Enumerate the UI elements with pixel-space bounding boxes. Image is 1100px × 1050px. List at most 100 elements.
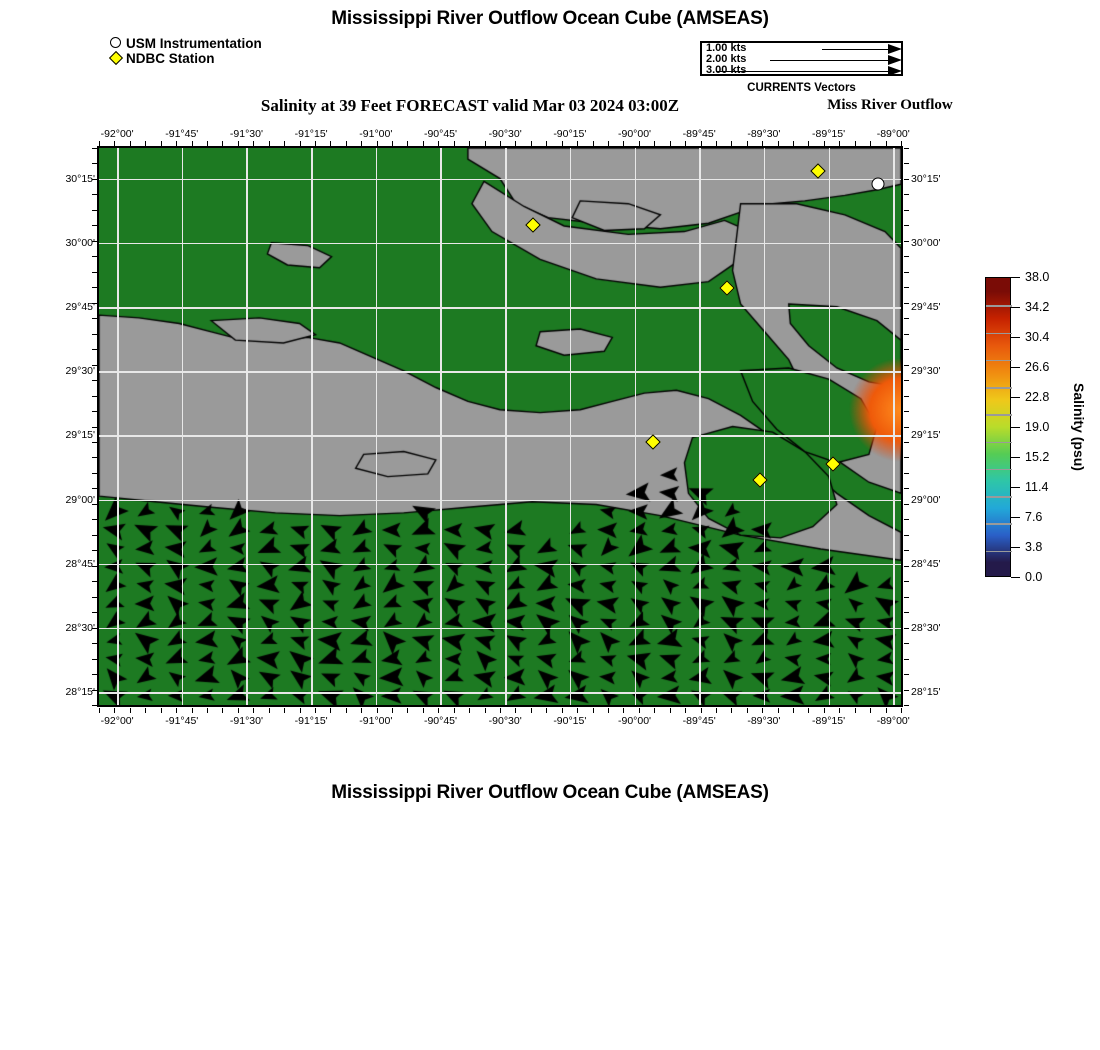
axis-minor-tick — [904, 349, 909, 351]
colorbar-tick-label: 0.0 — [1025, 570, 1043, 584]
axis-minor-tick — [299, 708, 301, 713]
axis-minor-tick — [904, 565, 909, 567]
colorbar-separator — [986, 414, 1012, 416]
vector-shaft — [770, 59, 888, 61]
axis-minor-tick — [345, 708, 347, 713]
x-axis-tick-label: -91°00' — [359, 715, 393, 727]
circle-marker-icon — [108, 36, 126, 51]
axis-minor-tick — [904, 689, 909, 691]
x-axis-tick-label: -89°15' — [812, 128, 846, 140]
y-axis-tick-label: 30°15' — [911, 172, 941, 185]
axis-minor-tick — [854, 708, 856, 713]
x-axis-tick-label: -90°45' — [423, 128, 458, 140]
x-axis-tick-label: -91°30' — [229, 128, 263, 140]
y-axis-tick-label: 29°30' — [911, 365, 941, 378]
axis-minor-tick — [577, 708, 579, 713]
y-axis-tick-label: 28°30' — [65, 621, 95, 634]
footer-title: Mississippi River Outflow Ocean Cube (AM… — [331, 782, 769, 803]
x-axis-tick-label: -90°30' — [488, 128, 522, 140]
vector-scale-row: 2.00 kts — [702, 53, 905, 66]
usm-station-marker[interactable] — [871, 177, 885, 191]
axis-minor-tick — [777, 708, 779, 713]
legend-label-usm: USM Instrumentation — [126, 36, 262, 51]
axis-minor-tick — [500, 708, 501, 713]
axis-minor-tick — [330, 708, 332, 713]
legend-item-usm: USM Instrumentation — [108, 36, 262, 51]
colorbar-tick-label: 19.0 — [1025, 420, 1050, 434]
currents-vectors-caption: CURRENTS Vectors — [747, 82, 856, 94]
y-axis-tick-label: 28°15' — [911, 686, 941, 699]
axis-minor-tick — [904, 658, 909, 660]
vector-arrowhead-icon — [888, 44, 902, 54]
colorbar-separator — [986, 305, 1012, 307]
x-axis-tick-label: -90°00' — [617, 715, 652, 727]
axis-minor-tick — [546, 708, 548, 713]
x-axis-tick-label: -91°45' — [165, 128, 199, 140]
gridline-vertical — [440, 148, 442, 705]
axis-minor-tick — [904, 596, 909, 598]
axis-minor-tick — [206, 708, 208, 713]
axis-minor-tick — [469, 708, 471, 713]
colorbar-gradient — [985, 277, 1012, 577]
colorbar-tick — [1011, 337, 1020, 339]
x-axis-tick-label: -89°45' — [682, 715, 716, 727]
axis-minor-tick — [904, 426, 909, 428]
colorbar-tick-label: 7.6 — [1025, 510, 1043, 524]
y-axis-tick-label: 30°15' — [65, 172, 95, 185]
axis-minor-tick — [839, 708, 841, 713]
x-axis-tick-label: -91°15' — [294, 128, 328, 140]
x-axis-tick-label: -90°45' — [423, 715, 458, 727]
axis-minor-tick — [904, 534, 909, 536]
axis-minor-tick — [669, 708, 671, 713]
axis-minor-tick — [904, 364, 909, 366]
map-plot-area[interactable] — [97, 146, 903, 707]
axis-minor-tick — [129, 708, 131, 713]
x-axis-tick-label: -89°30' — [747, 128, 781, 140]
y-axis-tick-label: 29°45' — [65, 301, 95, 314]
y-axis-tick-label: 30°00' — [911, 236, 941, 249]
axis-minor-tick — [237, 708, 239, 713]
salinity-field-canvas — [99, 148, 901, 705]
axis-minor-tick — [222, 708, 224, 713]
x-axis-tick-label: -91°45' — [165, 715, 199, 727]
gridline-vertical — [634, 148, 636, 705]
gridline-horizontal — [99, 178, 901, 181]
colorbar-separator — [986, 496, 1012, 498]
gridline-vertical — [763, 148, 766, 705]
vector-scale-label: 2.00 kts — [706, 53, 747, 65]
axis-minor-tick — [901, 708, 902, 713]
x-axis-tick-label: -91°15' — [294, 715, 328, 727]
gridline-vertical — [246, 148, 248, 705]
axis-minor-tick — [904, 457, 909, 459]
colorbar-tick-label: 22.8 — [1025, 390, 1050, 404]
axis-minor-tick — [314, 708, 316, 713]
x-axis-tick-label: -92°00' — [100, 715, 134, 727]
axis-minor-tick — [904, 395, 909, 397]
axis-minor-tick — [823, 708, 825, 713]
colorbar-tick — [1011, 577, 1020, 579]
colorbar-tick — [1011, 397, 1020, 399]
axis-minor-tick — [904, 612, 909, 614]
axis-minor-tick — [700, 708, 702, 713]
axis-minor-tick — [715, 708, 717, 713]
axis-minor-tick — [191, 708, 193, 713]
y-axis-tick-label: 30°00' — [65, 236, 95, 249]
colorbar-tick — [1011, 427, 1020, 429]
axis-minor-tick — [904, 643, 909, 645]
legend-item-ndbc: NDBC Station — [108, 50, 262, 66]
x-axis-tick-label: -90°00' — [617, 128, 652, 140]
x-axis-tick-label: -90°15' — [553, 715, 587, 727]
axis-minor-tick — [176, 708, 178, 713]
axis-minor-tick — [904, 163, 909, 165]
axis-minor-tick — [484, 708, 486, 713]
axis-minor-tick — [904, 256, 909, 258]
axis-minor-tick — [530, 708, 532, 713]
colorbar-separator — [986, 387, 1012, 389]
gridline-vertical — [828, 148, 830, 705]
axis-minor-tick — [762, 708, 764, 713]
gridline-vertical — [311, 148, 313, 705]
axis-minor-tick — [904, 581, 909, 583]
axis-minor-tick — [623, 708, 625, 713]
x-axis-tick-label: -89°15' — [812, 715, 846, 727]
gridline-horizontal — [99, 435, 901, 437]
